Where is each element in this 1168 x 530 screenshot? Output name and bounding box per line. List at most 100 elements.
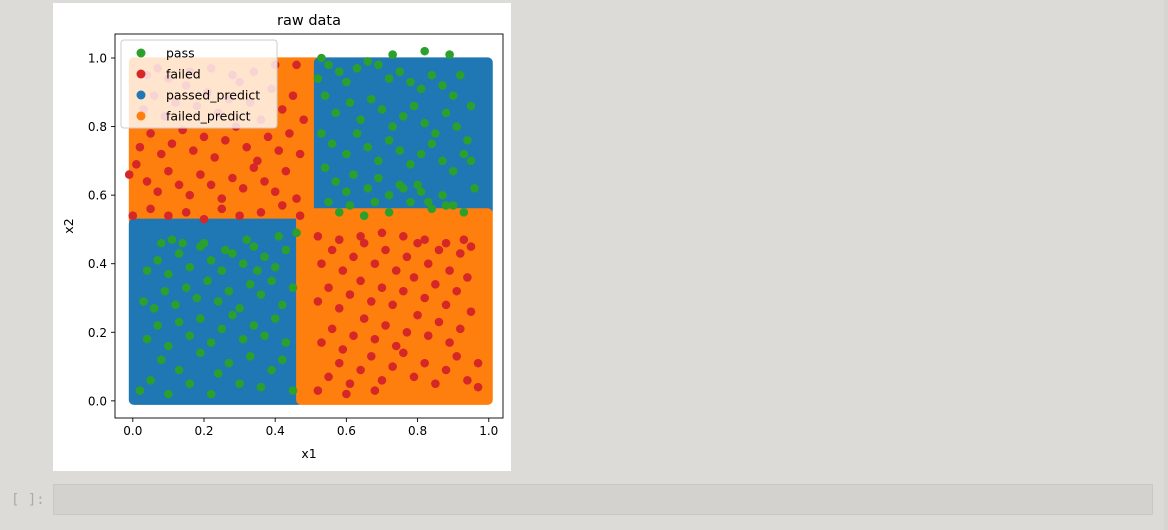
point-pass-74: [135, 386, 145, 395]
scrollbar[interactable]: [1164, 0, 1168, 530]
point-pass-15: [427, 70, 437, 80]
point-failed-15: [281, 166, 291, 176]
point-failed-29: [263, 132, 273, 142]
point-failed-118: [359, 238, 369, 248]
point-failed-138: [342, 389, 351, 399]
point-pass-59: [427, 204, 437, 214]
point-pass-57: [406, 197, 415, 207]
point-pass-80: [196, 348, 205, 358]
point-pass-8: [352, 63, 362, 73]
point-failed-69: [324, 372, 333, 382]
point-failed-89: [370, 334, 380, 344]
point-failed-126: [445, 266, 454, 275]
point-failed-134: [420, 235, 429, 245]
point-pass-45: [438, 156, 447, 166]
point-failed-128: [466, 242, 476, 251]
point-failed-100: [324, 283, 333, 293]
point-pass-41: [395, 146, 405, 155]
region-passed-predict-1: [313, 57, 493, 217]
point-failed-65: [256, 207, 266, 217]
point-pass-127: [228, 249, 237, 258]
point-pass-46: [448, 166, 458, 176]
point-pass-94: [185, 331, 195, 341]
y-tick-label-5: 1.0: [88, 52, 107, 66]
point-pass-68: [370, 197, 380, 207]
point-pass-69: [384, 207, 394, 217]
legend-marker-failed-predict: [136, 111, 146, 121]
point-pass-52: [349, 170, 358, 179]
point-failed-70: [334, 358, 344, 368]
point-pass-55: [384, 190, 394, 200]
legend-marker-failed: [136, 69, 146, 79]
point-pass-135: [178, 238, 187, 248]
point-pass-40: [384, 135, 394, 145]
point-pass-35: [327, 139, 337, 149]
point-failed-14: [270, 187, 280, 197]
x-tick-label-2: 0.4: [266, 424, 285, 438]
point-pass-93: [174, 317, 184, 327]
point-pass-27: [399, 111, 408, 121]
point-pass-137: [221, 245, 230, 255]
point-failed-87: [349, 331, 358, 341]
point-failed-108: [409, 273, 419, 282]
point-pass-132: [281, 245, 291, 255]
point-pass-22: [345, 98, 355, 107]
point-pass-29: [420, 118, 429, 128]
point-failed-7: [196, 170, 205, 179]
point-failed-93: [413, 310, 422, 320]
point-pass-73: [441, 201, 451, 210]
notebook-cell: [ ]:: [0, 484, 1168, 520]
point-pass-139: [253, 266, 262, 275]
point-pass-87: [267, 365, 276, 375]
point-failed-62: [199, 214, 209, 224]
point-failed-68: [313, 386, 323, 395]
point-pass-129: [249, 242, 259, 251]
point-pass-109: [192, 293, 202, 303]
point-failed-3: [153, 187, 163, 197]
point-pass-31: [441, 108, 451, 118]
point-pass-75: [146, 375, 155, 385]
point-pass-108: [181, 283, 191, 293]
point-failed-0: [124, 170, 134, 179]
point-pass-16: [438, 81, 447, 90]
point-failed-78: [420, 358, 429, 368]
legend-label-pass: pass: [166, 46, 195, 61]
point-pass-34: [317, 129, 326, 138]
x-tick-label-5: 1.0: [479, 424, 498, 438]
plot-output: 0.0 0.2 0.4 0.6 0.8 1.0 0.0 0.2 0.4 0.6 0.8 1.0 raw …: [53, 3, 511, 471]
point-failed-67: [295, 211, 305, 221]
point-pass-1: [388, 50, 397, 59]
point-pass-91: [153, 321, 163, 330]
point-pass-113: [235, 303, 244, 313]
point-failed-73: [366, 351, 376, 361]
point-pass-60: [438, 190, 447, 200]
chart-title: raw data: [277, 13, 341, 29]
point-failed-58: [128, 211, 138, 221]
point-pass-67: [359, 211, 369, 221]
point-failed-82: [463, 375, 472, 385]
point-pass-88: [278, 355, 287, 365]
point-pass-121: [164, 269, 173, 279]
point-failed-74: [377, 375, 387, 385]
point-pass-103: [281, 338, 291, 347]
point-pass-32: [452, 122, 462, 131]
point-failed-127: [455, 249, 465, 258]
point-failed-13: [260, 177, 269, 186]
point-failed-22: [189, 146, 198, 155]
point-pass-21: [331, 108, 340, 118]
point-failed-81: [452, 351, 462, 361]
point-failed-120: [381, 245, 390, 255]
point-pass-90: [142, 334, 152, 344]
point-pass-92: [164, 341, 173, 351]
point-pass-18: [455, 70, 465, 80]
point-pass-104: [139, 297, 148, 306]
point-pass-64: [324, 197, 333, 207]
point-failed-92: [402, 327, 412, 337]
point-failed-80: [441, 365, 451, 375]
point-failed-66: [278, 201, 287, 210]
point-failed-48: [299, 115, 308, 125]
point-failed-30: [274, 146, 284, 155]
point-pass-24: [366, 94, 376, 104]
code-cell-input[interactable]: [53, 484, 1153, 515]
legend-label-passed-predict: passed_predict: [166, 88, 260, 103]
